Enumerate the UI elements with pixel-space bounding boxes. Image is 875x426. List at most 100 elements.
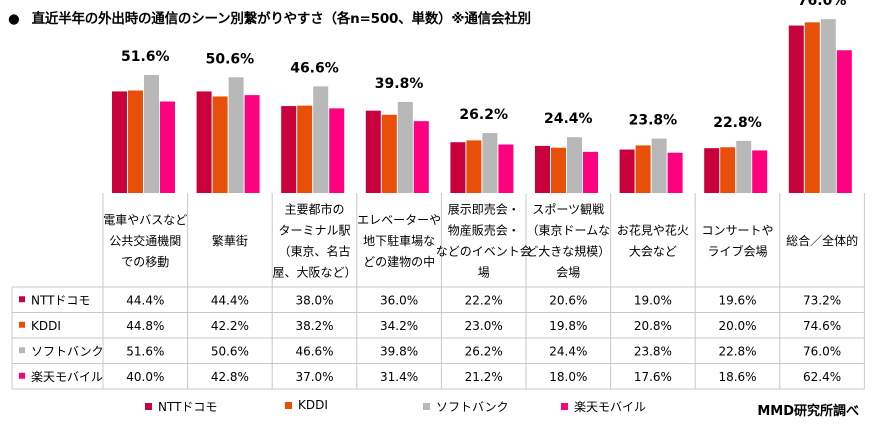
table-cell: 23.8% (634, 344, 672, 358)
row-label: ソフトバンク (31, 344, 104, 358)
data-label: 46.6% (290, 60, 339, 76)
category-label: 電車やバスなど (103, 213, 187, 227)
bar (297, 105, 313, 193)
category-label: （東京、名古 (278, 244, 350, 259)
table-cell: 24.4% (549, 344, 587, 358)
bar (498, 144, 514, 193)
table-cell: 34.2% (380, 319, 418, 333)
category-label: エレベーターや (357, 213, 441, 227)
table-cell: 26.2% (465, 344, 503, 358)
bar (619, 149, 635, 193)
row-swatch (19, 321, 25, 328)
table-cell: 20.6% (549, 293, 587, 307)
category-label: ライブ会場 (707, 244, 767, 259)
bar (313, 86, 329, 193)
legend-swatch (145, 403, 152, 410)
bar (160, 101, 175, 193)
table-cell: 18.0% (549, 370, 587, 384)
table-cell: 19.8% (549, 319, 587, 333)
legend-item: ソフトバンク (423, 398, 509, 415)
category-label: 展示即売会・ (448, 202, 520, 217)
table-cell: 39.8% (380, 344, 418, 358)
bar (381, 114, 397, 193)
data-label: 22.8% (713, 115, 762, 131)
category-label: コンサートや (701, 224, 773, 238)
bar (365, 110, 381, 193)
category-label: 会場 (556, 266, 580, 280)
table-cell: 38.2% (295, 319, 333, 333)
bullet-icon: ● (8, 11, 20, 27)
table-cell: 31.4% (380, 370, 418, 384)
chart-title: ● 直近半年の外出時の通信のシーン別繋がりやすさ（各n=500、単数）※通信会社別 (8, 7, 531, 27)
table-cell: 44.4% (126, 293, 164, 307)
table-cell: 18.6% (718, 370, 756, 384)
bar (212, 96, 228, 193)
table-cell: 22.8% (718, 344, 756, 358)
legend-label: NTTドコモ (158, 400, 218, 414)
table-cell: 21.2% (465, 370, 503, 384)
bar (128, 90, 143, 193)
bar (482, 133, 498, 193)
legend-swatch (423, 403, 430, 410)
table-cell: 74.6% (803, 319, 841, 333)
bar (450, 142, 466, 193)
table-cell: 19.0% (634, 293, 672, 307)
bar (466, 140, 482, 193)
category-label: 物産販売会・ (448, 223, 520, 238)
legend-label: KDDI (298, 398, 328, 412)
category-label: 屋、大阪など） (272, 266, 356, 280)
row-swatch (19, 296, 25, 303)
bar (413, 121, 429, 193)
category-label: スポーツ観戦 (532, 203, 604, 217)
bar (704, 148, 720, 193)
data-label: 26.2% (459, 107, 508, 123)
table-cell: 38.0% (295, 293, 333, 307)
bar (551, 147, 566, 193)
table-cell: 20.0% (718, 319, 756, 333)
table-cell: 17.6% (634, 370, 672, 384)
legend-item: KDDI (285, 398, 328, 412)
table-cell: 40.0% (126, 370, 164, 384)
category-label: お花見や花火 (617, 223, 689, 238)
bar (281, 106, 297, 193)
category-label: 総合／全体的 (786, 233, 858, 248)
table-cell: 20.8% (634, 319, 672, 333)
table-cell: 44.8% (126, 319, 164, 333)
table-cell: 37.0% (295, 370, 333, 384)
bar (244, 95, 260, 193)
table-cell: 36.0% (380, 293, 418, 307)
table-cell: 23.0% (465, 319, 503, 333)
legend-swatch (285, 401, 292, 409)
bar (228, 77, 244, 193)
legend-label: 楽天モバイル (574, 400, 647, 414)
row-swatch (19, 347, 25, 354)
bar (535, 145, 550, 193)
table-cell: 62.4% (803, 370, 841, 384)
row-swatch (19, 372, 25, 379)
chart-title-text: 直近半年の外出時の通信のシーン別繋がりやすさ（各n=500、単数）※通信会社別 (31, 11, 531, 27)
bar (788, 25, 804, 194)
category-label: 大会など (629, 245, 677, 259)
table-cell: 44.4% (211, 293, 249, 307)
bar (567, 137, 582, 193)
category-label: での移動 (121, 255, 169, 269)
table-cell: 76.0% (803, 344, 841, 358)
category-label: 地下駐車場な (363, 233, 435, 248)
legend-item: 楽天モバイル (561, 398, 646, 415)
data-label: 39.8% (375, 76, 424, 92)
data-label: 51.6% (121, 49, 170, 65)
bar (651, 138, 667, 193)
source-credit: MMD研究所調べ (757, 404, 859, 419)
bar (329, 108, 345, 193)
bar (836, 50, 852, 194)
bar (804, 22, 820, 193)
bar (112, 91, 127, 193)
bar (635, 145, 651, 193)
data-label: 76.0% (798, 0, 847, 9)
category-label: （東京ドームな (526, 224, 610, 238)
category-label: 場 (478, 266, 490, 280)
legend-swatch (561, 403, 568, 410)
bar (196, 91, 212, 193)
table-cell: 19.6% (718, 293, 756, 307)
